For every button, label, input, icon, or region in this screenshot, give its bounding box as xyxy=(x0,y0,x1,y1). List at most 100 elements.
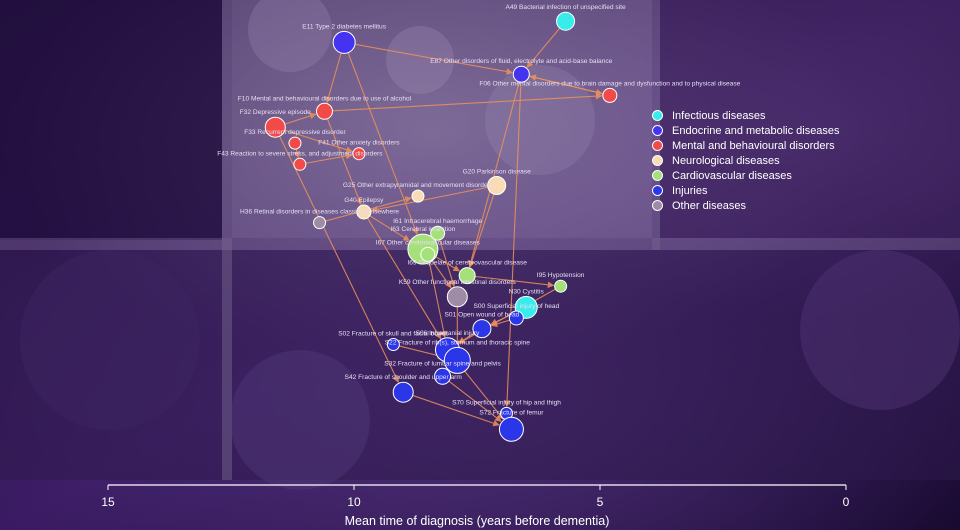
legend-swatch xyxy=(652,155,663,166)
x-tick-label: 0 xyxy=(843,495,850,509)
node-label-G25: G25 Other extrapyramidal and movement di… xyxy=(343,182,494,189)
node-label-S01: S01 Open wound of head xyxy=(445,312,520,319)
legend-swatch xyxy=(652,170,663,181)
x-axis-title: Mean time of diagnosis (years before dem… xyxy=(345,514,610,528)
node-label-H36: H36 Retinal disorders in diseases classi… xyxy=(240,209,399,216)
node-S42 xyxy=(392,381,414,403)
edge-S00-S01 xyxy=(490,319,510,328)
node-label-A49: A49 Bacterial infection of unspecified s… xyxy=(505,4,626,11)
edge-F10-G40 xyxy=(326,118,362,206)
legend-item: Other diseases xyxy=(652,198,840,213)
node-label-S32: S32 Fracture of lumbar spine and pelvis xyxy=(384,360,501,367)
legend-item: Neurological diseases xyxy=(652,153,840,168)
legend-swatch xyxy=(652,200,663,211)
node-F33 xyxy=(288,136,302,150)
x-tick-label: 15 xyxy=(101,495,115,509)
edge-F32-F41 xyxy=(284,129,353,153)
edge-F32-S42 xyxy=(279,135,399,383)
node-label-F33: F33 Recurrent depressive disorder xyxy=(244,129,346,136)
node-F32 xyxy=(264,116,286,138)
node-I69 xyxy=(458,267,476,285)
edge-A49-E87 xyxy=(526,27,561,68)
legend-item: Cardiovascular diseases xyxy=(652,168,840,183)
x-tick-label: 5 xyxy=(597,495,604,509)
legend: Infectious diseases Endocrine and metabol… xyxy=(652,108,840,213)
legend-label: Infectious diseases xyxy=(672,109,766,122)
node-label-S42: S42 Fracture of shoulder and upper arm xyxy=(345,374,463,381)
node-layer xyxy=(264,11,618,442)
edge-I67-S06 xyxy=(428,261,447,338)
edge-I61-K59 xyxy=(439,239,456,287)
x-tick-label: 10 xyxy=(347,495,361,509)
legend-item: Injuries xyxy=(652,183,840,198)
edge-E87-S70 xyxy=(503,82,522,408)
node-G25 xyxy=(411,189,425,203)
legend-swatch xyxy=(652,140,663,151)
edge-G20-I69 xyxy=(468,193,495,268)
node-K59 xyxy=(446,286,468,308)
node-S01 xyxy=(472,319,492,339)
node-label-F06: F06 Other mental disorders due to brain … xyxy=(479,80,740,87)
edge-F06-E87 xyxy=(529,74,604,95)
edge-E11-E87 xyxy=(354,43,514,75)
node-H36 xyxy=(313,216,327,230)
node-S00 xyxy=(508,310,524,326)
node-F43 xyxy=(293,157,307,171)
node-label-I95: I95 Hypotension xyxy=(537,272,585,279)
node-label-E11: E11 Type 2 diabetes mellitus xyxy=(302,23,386,30)
legend-label: Neurological diseases xyxy=(672,154,780,167)
node-label-I69: I69 Sequelae of cerebrovascular disease xyxy=(407,260,527,267)
node-label-N30: N30 Cystitis xyxy=(509,288,545,295)
label-layer: A49 Bacterial infection of unspecified s… xyxy=(217,4,740,416)
node-E87 xyxy=(512,65,530,83)
legend-swatch xyxy=(652,110,663,121)
legend-swatch xyxy=(652,125,663,136)
node-label-S06: S06 Intracranial injury xyxy=(416,330,480,337)
legend-label: Other diseases xyxy=(672,199,746,212)
node-F06 xyxy=(602,87,618,103)
node-label-G20: G20 Parkinson disease xyxy=(463,169,532,176)
edge-G40-S06 xyxy=(367,217,442,340)
legend-label: Mental and behavioural disorders xyxy=(672,139,835,152)
edge-I67-K59 xyxy=(431,259,452,289)
node-A49 xyxy=(556,11,576,31)
node-F10 xyxy=(315,102,333,120)
edge-F33-F43 xyxy=(293,148,301,159)
legend-item: Infectious diseases xyxy=(652,108,840,123)
node-S32 xyxy=(434,367,452,385)
edge-I69-I95 xyxy=(475,275,555,289)
node-label-F41: F41 Other anxiety disorders xyxy=(318,140,400,147)
node-I61 xyxy=(430,225,446,241)
x-axis-ticks: 15 10 5 0 xyxy=(101,485,850,509)
node-S72 xyxy=(498,416,524,442)
node-F41 xyxy=(352,147,366,161)
edge-G40-I63 xyxy=(369,215,410,242)
node-label-I61: I61 Intracerebral haemorrhage xyxy=(393,218,482,225)
node-G40 xyxy=(356,204,372,220)
node-label-S72: S72 Fracture of femur xyxy=(479,409,544,416)
node-label-F32: F32 Depressive episode xyxy=(240,109,311,116)
node-S22 xyxy=(443,346,471,374)
node-label-F10: F10 Mental and behavioural disorders due… xyxy=(238,95,412,102)
node-S02 xyxy=(386,338,400,351)
node-label-G40: G40 Epilepsy xyxy=(344,197,384,204)
node-label-S02: S02 Fracture of skull and facial bones xyxy=(338,331,449,338)
node-label-E87: E87 Other disorders of fluid, electrolyt… xyxy=(430,58,612,65)
edge-E11-F10 xyxy=(325,52,342,104)
edge-F32-F10 xyxy=(284,112,317,125)
node-G20 xyxy=(487,176,507,195)
legend-item: Mental and behavioural disorders xyxy=(652,138,840,153)
node-label-S00: S00 Superficial injury of head xyxy=(473,303,559,310)
legend-label: Injuries xyxy=(672,184,708,197)
edge-G20-G40 xyxy=(371,186,488,213)
edge-S42-S72 xyxy=(412,394,500,427)
legend-label: Cardiovascular diseases xyxy=(672,169,792,182)
node-I67 xyxy=(420,246,436,262)
legend-label: Endocrine and metabolic diseases xyxy=(672,124,840,137)
legend-item: Endocrine and metabolic diseases xyxy=(652,123,840,138)
node-label-S22: S22 Fracture of rib(s), sternum and thor… xyxy=(385,339,530,346)
edge-S32-S72 xyxy=(448,380,502,422)
node-I95 xyxy=(554,279,568,293)
